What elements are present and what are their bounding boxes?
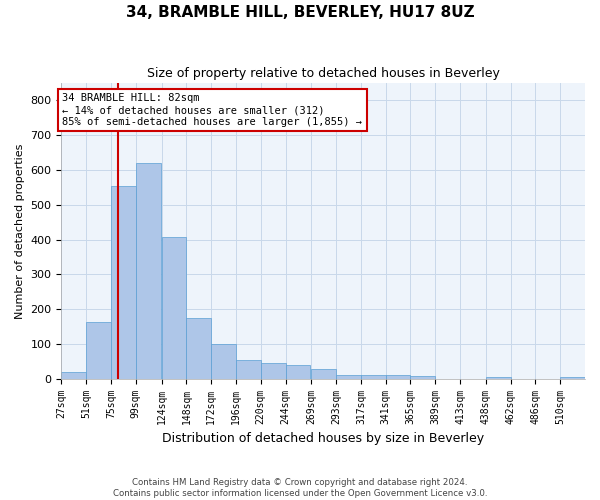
Bar [410, 376, 435, 378]
Bar [261, 363, 286, 378]
Title: Size of property relative to detached houses in Beverley: Size of property relative to detached ho… [147, 68, 500, 80]
Bar [187, 318, 211, 378]
Bar [236, 360, 261, 378]
Bar [361, 375, 386, 378]
Bar [86, 322, 111, 378]
Y-axis label: Number of detached properties: Number of detached properties [15, 143, 25, 318]
Bar [311, 369, 336, 378]
Text: 34, BRAMBLE HILL, BEVERLEY, HU17 8UZ: 34, BRAMBLE HILL, BEVERLEY, HU17 8UZ [125, 5, 475, 20]
Bar [386, 375, 410, 378]
Bar [336, 375, 361, 378]
Bar [560, 377, 585, 378]
Bar [161, 237, 187, 378]
Bar [111, 186, 136, 378]
X-axis label: Distribution of detached houses by size in Beverley: Distribution of detached houses by size … [162, 432, 484, 445]
Text: 34 BRAMBLE HILL: 82sqm
← 14% of detached houses are smaller (312)
85% of semi-de: 34 BRAMBLE HILL: 82sqm ← 14% of detached… [62, 94, 362, 126]
Bar [211, 344, 236, 378]
Bar [136, 163, 161, 378]
Bar [486, 377, 511, 378]
Bar [286, 366, 310, 378]
Bar [61, 372, 86, 378]
Text: Contains HM Land Registry data © Crown copyright and database right 2024.
Contai: Contains HM Land Registry data © Crown c… [113, 478, 487, 498]
